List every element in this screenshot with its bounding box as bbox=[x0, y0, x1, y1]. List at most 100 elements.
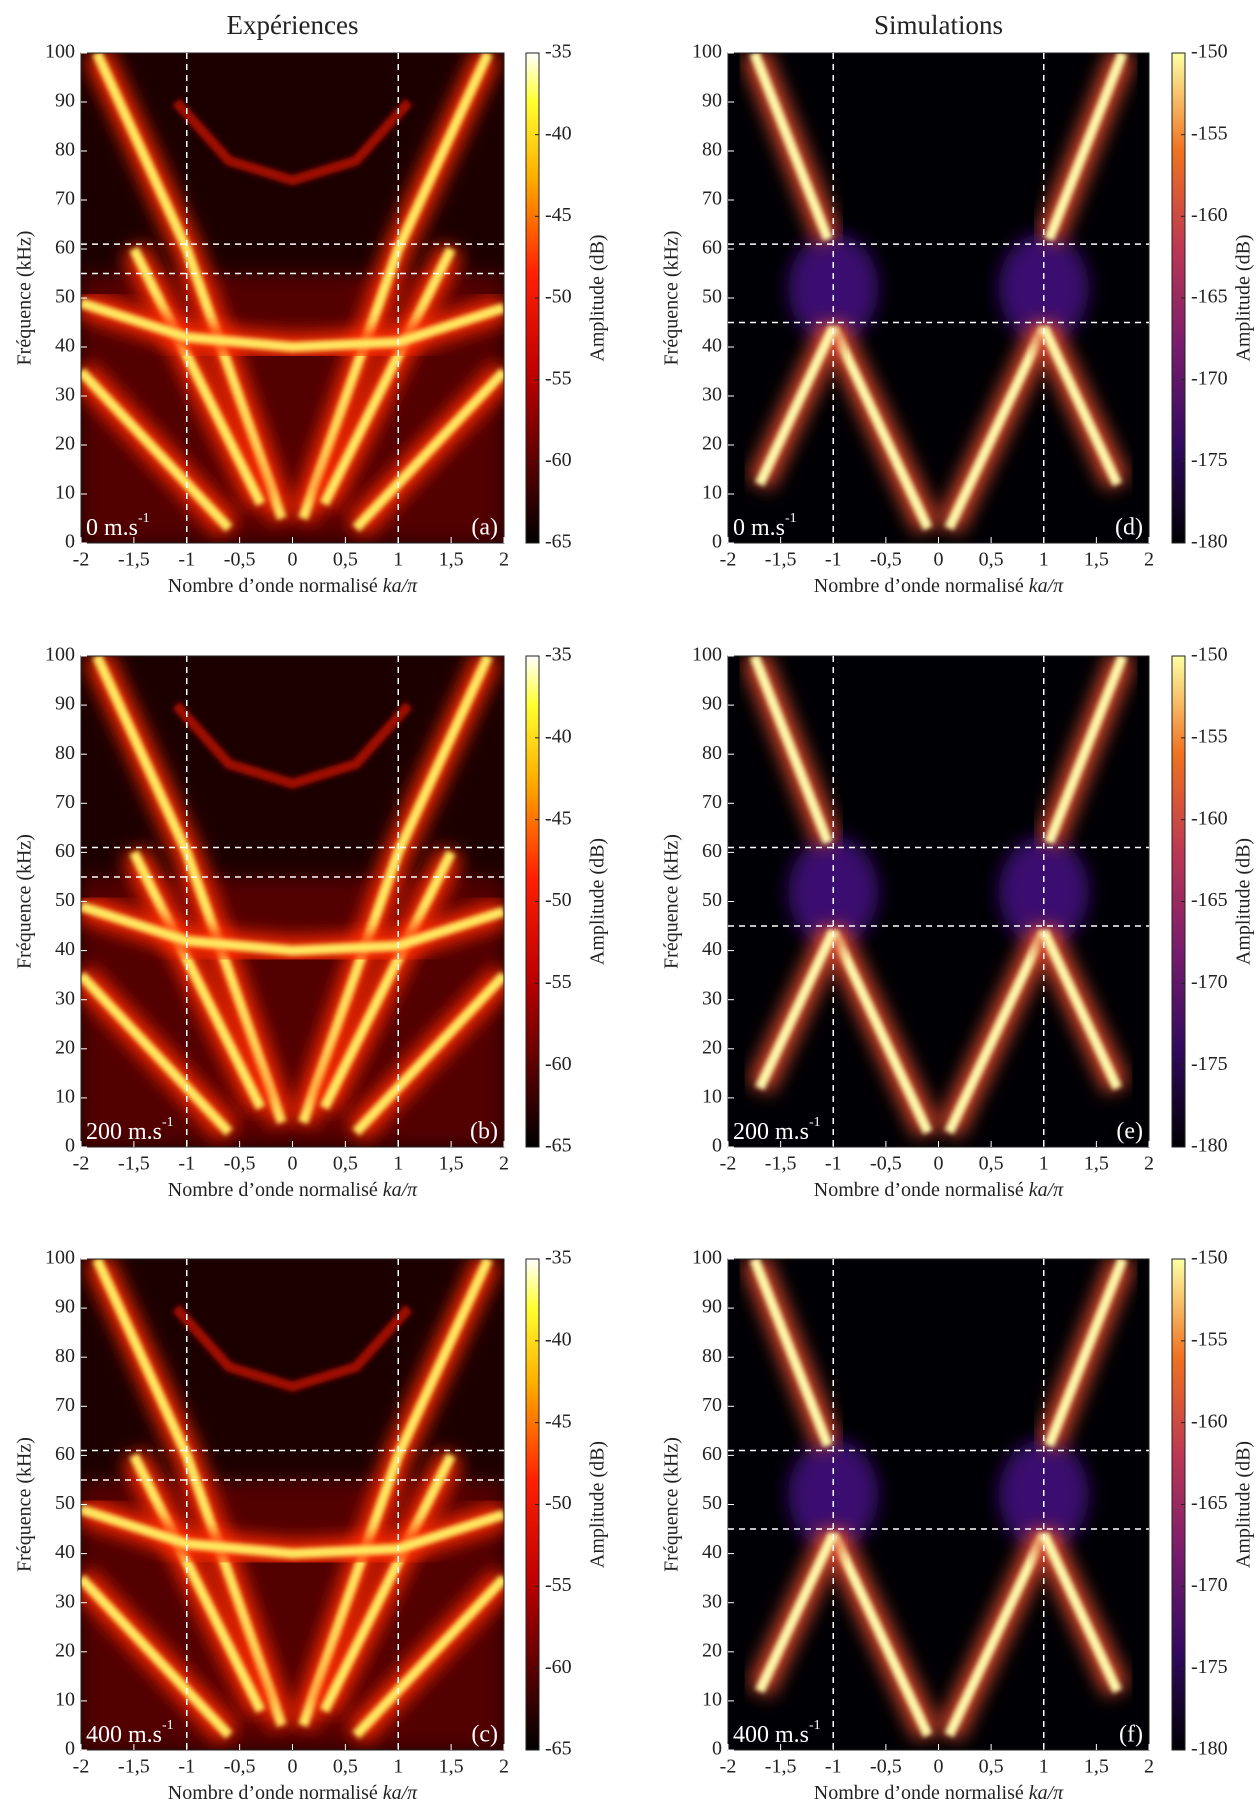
y-tick-label: 90 bbox=[702, 1296, 722, 1318]
speed-exponent: -1 bbox=[162, 1115, 174, 1130]
y-tick-label: 30 bbox=[702, 1590, 722, 1612]
x-axis-label-text: Nombre d’onde normalisé bbox=[168, 575, 383, 597]
y-tick-label: 30 bbox=[55, 384, 75, 406]
y-tick-label: 100 bbox=[692, 1247, 722, 1269]
y-axis-label: Fréquence (kHz) bbox=[14, 1437, 36, 1572]
y-tick-label: 80 bbox=[702, 742, 722, 764]
x-tick-label: -1 bbox=[825, 549, 842, 571]
x-tick-label: -0,5 bbox=[870, 549, 902, 571]
speed-exponent: -1 bbox=[785, 511, 797, 526]
y-tick-label: 90 bbox=[55, 1296, 75, 1318]
y-tick-label: 70 bbox=[702, 1394, 722, 1416]
x-tick-label: 1 bbox=[1039, 1153, 1049, 1175]
colorbar-tick-label: -170 bbox=[1191, 367, 1228, 389]
x-tick-label: -1 bbox=[178, 1756, 195, 1778]
colorbar-label: Amplitude (dB) bbox=[1233, 234, 1255, 361]
colorbar-tick-label: -40 bbox=[545, 1328, 572, 1350]
y-tick-label: 70 bbox=[702, 791, 722, 813]
panel-label: (b) bbox=[470, 1119, 498, 1145]
band bbox=[92, 656, 287, 1125]
y-axis-label: Fréquence (kHz) bbox=[661, 1437, 683, 1572]
y-tick-label: 70 bbox=[55, 791, 75, 813]
band bbox=[755, 325, 838, 487]
colorbar-label: Amplitude (dB) bbox=[587, 234, 609, 361]
band bbox=[828, 1531, 933, 1738]
speed-annotation: 200 m.s-1 bbox=[733, 1115, 821, 1144]
x-axis-label-math: ka/π bbox=[1029, 1782, 1064, 1804]
colorbar-label: Amplitude (dB) bbox=[1233, 1441, 1255, 1568]
y-tick-label: 10 bbox=[55, 482, 75, 504]
colorbar-tick-label: -175 bbox=[1191, 1656, 1228, 1678]
x-tick-label: 0 bbox=[288, 549, 298, 571]
y-tick-label: 20 bbox=[55, 1639, 75, 1661]
panel-label: (e) bbox=[1116, 1119, 1143, 1145]
x-axis-label: Nombre d’onde normalisé ka/π bbox=[168, 575, 418, 597]
x-tick-label: 0,5 bbox=[979, 549, 1004, 571]
band bbox=[92, 53, 287, 521]
colorbar-tick-label: -45 bbox=[545, 204, 572, 226]
band bbox=[1044, 53, 1128, 242]
colorbar-tick-label: -160 bbox=[1191, 807, 1228, 829]
y-tick-label: 20 bbox=[55, 433, 75, 455]
x-tick-label: -0,5 bbox=[870, 1153, 902, 1175]
speed-value: 0 m.s bbox=[86, 515, 138, 541]
y-axis-label: Fréquence (kHz) bbox=[14, 834, 36, 969]
x-tick-label: 1 bbox=[393, 1756, 403, 1778]
heatmap bbox=[81, 656, 504, 1147]
band bbox=[1044, 1259, 1128, 1448]
x-axis-label-math: ka/π bbox=[383, 1782, 418, 1804]
speed-annotation: 200 m.s-1 bbox=[86, 1115, 174, 1144]
x-axis-label: Nombre d’onde normalisé ka/π bbox=[814, 575, 1064, 597]
y-tick-label: 20 bbox=[702, 433, 722, 455]
panel: -2 -1,5 -1 -0,5 0 0,5 1 1,5 20102030405060708090… bbox=[661, 644, 1255, 1201]
colorbar-tick-label: -165 bbox=[1191, 1492, 1228, 1514]
x-tick-label: 2 bbox=[499, 1153, 509, 1175]
x-axis-label-text: Nombre d’onde normalisé bbox=[168, 1179, 383, 1201]
band bbox=[749, 1259, 833, 1448]
x-tick-label: 2 bbox=[1144, 1153, 1154, 1175]
x-tick-label: -1,5 bbox=[118, 549, 150, 571]
colorbar-tick-label: -180 bbox=[1191, 1738, 1228, 1760]
colorbar-tick-label: -165 bbox=[1191, 889, 1228, 911]
y-tick-label: 90 bbox=[702, 693, 722, 715]
speed-annotation: 400 m.s-1 bbox=[86, 1718, 174, 1747]
colorbar-tick-label: -170 bbox=[1191, 1574, 1228, 1596]
panel-label: (a) bbox=[471, 515, 498, 541]
speed-exponent: -1 bbox=[162, 1718, 174, 1733]
x-tick-label: -0,5 bbox=[224, 1153, 256, 1175]
colorbar-tick-label: -175 bbox=[1191, 1053, 1228, 1075]
x-tick-label: -1 bbox=[825, 1153, 842, 1175]
x-tick-label: 0,5 bbox=[979, 1153, 1004, 1175]
speed-value: 400 m.s bbox=[733, 1722, 809, 1748]
x-tick-label: 0,5 bbox=[333, 1153, 358, 1175]
band bbox=[129, 246, 266, 507]
y-tick-label: 100 bbox=[692, 41, 722, 63]
y-tick-label: 40 bbox=[55, 1541, 75, 1563]
x-tick-label: -2 bbox=[73, 1756, 90, 1778]
x-tick-label: 1 bbox=[1039, 549, 1049, 571]
panel-label: (d) bbox=[1115, 515, 1143, 541]
band bbox=[129, 850, 266, 1110]
band bbox=[81, 901, 504, 956]
y-tick-label: 30 bbox=[702, 987, 722, 1009]
band bbox=[172, 1304, 413, 1392]
x-tick-label: 1,5 bbox=[439, 1153, 464, 1175]
colorbar-tick-label: -35 bbox=[545, 41, 572, 63]
x-tick-label: -0,5 bbox=[870, 1756, 902, 1778]
band bbox=[81, 1504, 504, 1559]
x-axis-label-math: ka/π bbox=[1029, 1179, 1064, 1201]
x-axis-label-text: Nombre d’onde normalisé bbox=[814, 575, 1029, 597]
x-axis-label-text: Nombre d’onde normalisé bbox=[814, 1782, 1029, 1804]
colorbar-tick-label: -150 bbox=[1191, 1247, 1228, 1269]
y-tick-label: 100 bbox=[45, 1247, 75, 1269]
colorbar-label: Amplitude (dB) bbox=[587, 1441, 609, 1568]
band bbox=[944, 928, 1049, 1135]
panel-label: (c) bbox=[471, 1722, 498, 1748]
y-tick-label: 20 bbox=[702, 1036, 722, 1058]
y-tick-label: 40 bbox=[702, 938, 722, 960]
x-tick-label: -0,5 bbox=[224, 549, 256, 571]
speed-value: 200 m.s bbox=[86, 1119, 162, 1145]
y-tick-label: 10 bbox=[702, 482, 722, 504]
band bbox=[298, 53, 493, 521]
y-tick-label: 30 bbox=[55, 987, 75, 1009]
